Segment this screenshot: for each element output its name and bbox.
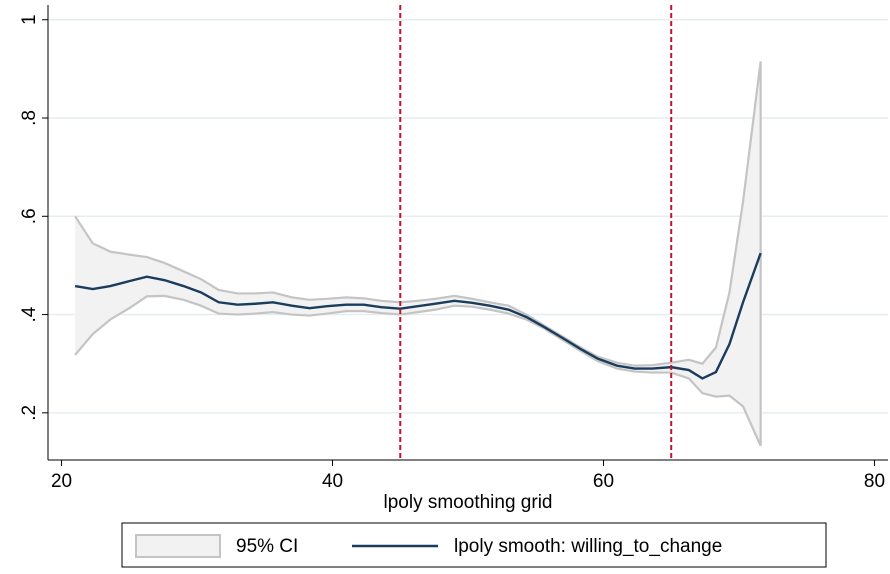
ci-lower [74, 294, 762, 447]
y-tick-label: 1 [19, 14, 40, 25]
smooth-line [74, 252, 762, 380]
legend-label: lpoly smooth: willing_to_change [454, 536, 722, 557]
ci-upper [74, 61, 762, 367]
y-tick-label: .8 [19, 110, 40, 126]
ci-band [75, 61, 761, 446]
x-tick-label: 60 [593, 471, 614, 492]
x-tick-label: 40 [322, 471, 343, 492]
x-tick-label: 80 [864, 471, 885, 492]
legend-label: 95% CI [236, 536, 298, 557]
y-tick-label: .6 [19, 208, 40, 224]
y-tick-label: .2 [19, 405, 40, 421]
x-axis-label: lpoly smoothing grid [384, 492, 553, 513]
legend-box [121, 522, 827, 568]
y-tick-label: .4 [19, 306, 40, 322]
x-tick-label: 20 [51, 471, 72, 492]
legend-swatch-ci [135, 534, 221, 558]
